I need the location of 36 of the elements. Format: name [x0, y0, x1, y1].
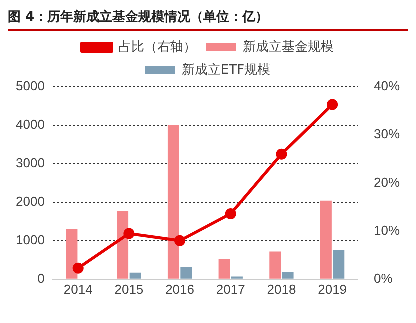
point — [124, 228, 135, 240]
bar — [218, 259, 230, 279]
y-tick-label: 0 — [38, 270, 45, 286]
y2-tick-label: 30% — [374, 126, 400, 142]
point — [174, 235, 186, 246]
y-tick-label: 2000 — [16, 194, 45, 210]
bar — [320, 200, 332, 279]
x-tick-label: 2018 — [267, 282, 296, 297]
y2-tick-label: 40% — [374, 78, 400, 94]
y2-tick-label: 0% — [374, 270, 394, 286]
legend-label: 占比（右轴） — [118, 40, 196, 55]
chart-title: 图 4：历年新成立基金规模情况（单位：亿） — [8, 8, 408, 31]
y2-tick-label: 10% — [374, 222, 400, 238]
x-tick-label: 2015 — [114, 282, 144, 297]
point — [225, 208, 236, 220]
bar — [130, 272, 142, 279]
legend-label: 新成立ETF规模 — [182, 62, 271, 78]
x-tick-label: 2017 — [216, 282, 246, 297]
legend-label: 新成立基金规模 — [243, 38, 334, 55]
bar — [282, 272, 294, 279]
bar — [180, 267, 192, 279]
y-tick-label: 3000 — [16, 156, 45, 171]
bar — [333, 250, 345, 279]
point — [327, 99, 338, 110]
x-tick-label: 2016 — [166, 282, 194, 297]
bar — [270, 252, 282, 279]
point — [72, 262, 84, 274]
y2-tick-label: 20% — [374, 174, 400, 190]
y-tick-label: 5000 — [16, 78, 45, 94]
y-tick-label: 4000 — [16, 117, 45, 132]
y-tick-label: 1000 — [16, 232, 45, 248]
x-tick-label: 2014 — [64, 282, 93, 297]
bar — [117, 211, 129, 279]
point — [276, 148, 288, 160]
bar — [168, 125, 180, 279]
x-tick-label: 2019 — [318, 282, 348, 297]
